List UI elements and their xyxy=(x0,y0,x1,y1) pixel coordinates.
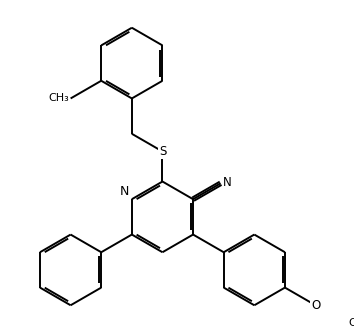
Text: N: N xyxy=(223,176,232,189)
Text: O: O xyxy=(311,299,320,312)
Text: N: N xyxy=(120,185,129,198)
Text: CH₃: CH₃ xyxy=(48,94,69,104)
Text: CH₃: CH₃ xyxy=(348,318,354,328)
Text: S: S xyxy=(159,145,166,158)
